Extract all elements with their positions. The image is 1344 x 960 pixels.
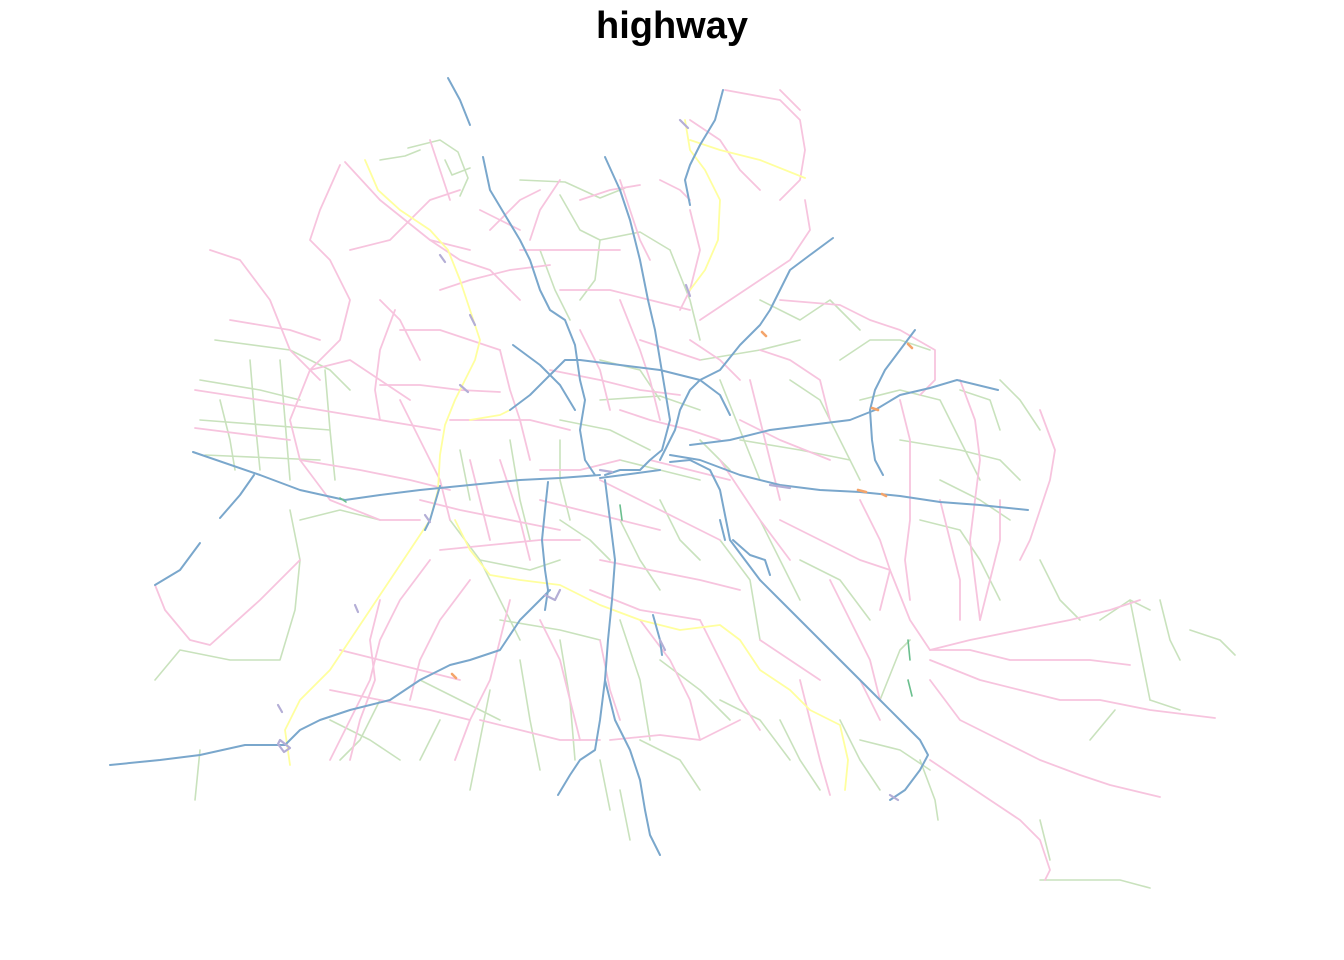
map-title: highway [595, 5, 749, 47]
primary-roads [154, 89, 1216, 881]
trunk-roads [284, 119, 849, 791]
secondary-roads [154, 139, 1236, 889]
link-roads [276, 118, 900, 802]
motorways [109, 77, 1029, 856]
junction-marks [450, 330, 914, 680]
other-roads [339, 497, 913, 697]
